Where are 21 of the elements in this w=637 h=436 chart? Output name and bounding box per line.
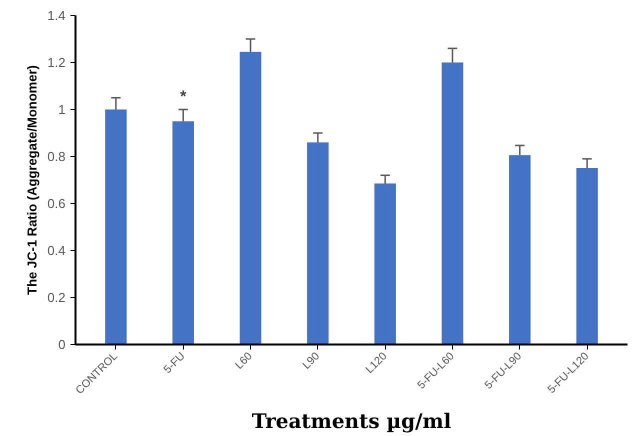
bar bbox=[105, 110, 127, 344]
bar bbox=[374, 184, 396, 344]
y-tick-label: 0.6 bbox=[47, 196, 66, 211]
y-tick-label: 1.4 bbox=[47, 8, 66, 23]
bar bbox=[172, 121, 194, 344]
x-axis-title: Treatments µg/ml bbox=[252, 409, 452, 434]
y-tick-label: 0.4 bbox=[47, 243, 66, 258]
bar bbox=[442, 62, 464, 344]
y-tick-label: 0.2 bbox=[47, 290, 66, 305]
y-tick-label: 0 bbox=[58, 337, 66, 352]
bar bbox=[307, 142, 329, 344]
bar bbox=[576, 168, 598, 344]
x-tick-label: L60 bbox=[233, 350, 255, 372]
bar bbox=[509, 155, 531, 344]
bar bbox=[240, 52, 262, 344]
annotation: * bbox=[180, 88, 188, 106]
y-tick-label: 1 bbox=[58, 102, 66, 117]
y-axis-title: The JC-1 Ratio (Aggregate/Monomer) bbox=[24, 65, 40, 295]
y-tick-label: 1.2 bbox=[47, 55, 66, 70]
x-tick-label: L90 bbox=[300, 350, 322, 372]
y-tick-label: 0.8 bbox=[47, 149, 66, 164]
